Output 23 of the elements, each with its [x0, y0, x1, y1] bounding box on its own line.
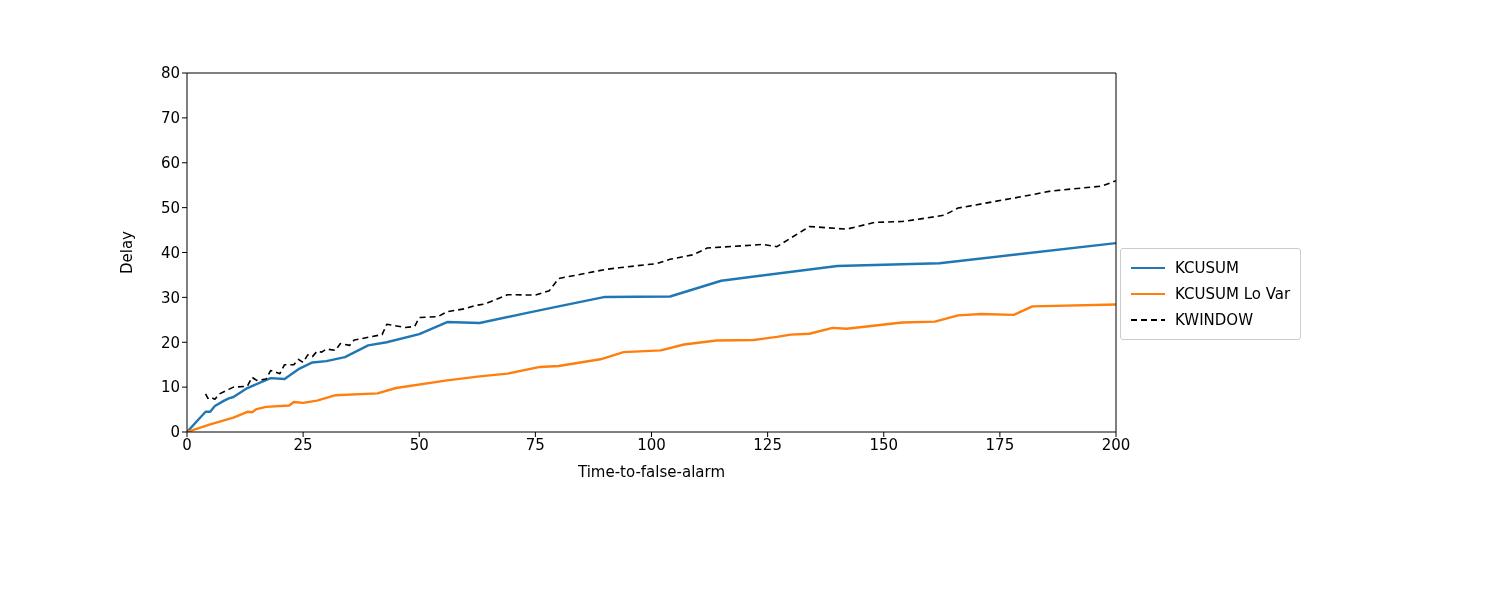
- x-tick-label: 100: [637, 435, 666, 454]
- x-tick-label: 150: [869, 435, 899, 454]
- y-tick-label: 80: [160, 64, 180, 83]
- x-tick-label: 200: [1101, 435, 1131, 454]
- x-axis-title: Time-to-false-alarm: [576, 463, 726, 481]
- x-tick-label: 0: [182, 435, 192, 454]
- y-tick-label: 40: [160, 243, 180, 262]
- legend-label: KWINDOW: [1175, 311, 1253, 329]
- x-tick-label: 25: [293, 435, 313, 454]
- y-tick-label: 30: [160, 288, 180, 307]
- y-tick-label: 10: [160, 378, 180, 397]
- y-tick-label: 0: [170, 423, 180, 442]
- x-tick-label: 50: [409, 435, 429, 454]
- y-tick-label: 70: [160, 109, 180, 128]
- legend-label: KCUSUM: [1175, 259, 1239, 277]
- y-tick-label: 50: [160, 198, 180, 217]
- x-tick-label: 125: [753, 435, 782, 454]
- x-tick-label: 175: [985, 435, 1015, 454]
- x-tick-label: 75: [525, 435, 545, 454]
- legend-label: KCUSUM Lo Var: [1175, 285, 1291, 303]
- y-axis-title: Delay: [118, 230, 137, 275]
- y-tick-label: 60: [160, 154, 180, 173]
- y-tick-label: 20: [160, 333, 180, 352]
